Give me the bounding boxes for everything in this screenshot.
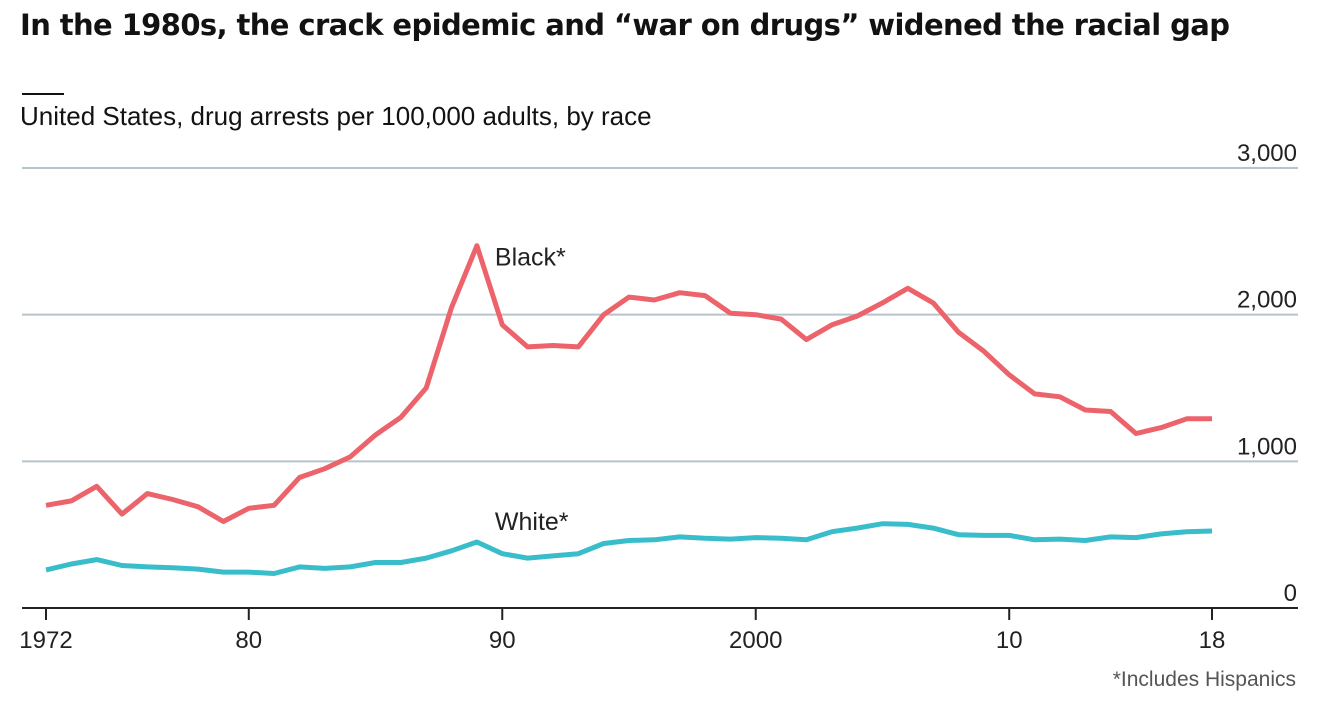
y-tick-label: 0 bbox=[1284, 580, 1297, 607]
white-series-label: White* bbox=[495, 508, 569, 536]
footnote: *Includes Hispanics bbox=[1112, 668, 1296, 691]
y-axis-labels: 0 1,000 2,000 3,000 bbox=[1237, 140, 1297, 607]
y-tick-label: 3,000 bbox=[1237, 140, 1297, 167]
chart-subtitle: United States, drug arrests per 100,000 … bbox=[20, 101, 652, 131]
gridlines bbox=[22, 167, 1298, 463]
x-axis: 1972 80 90 2000 10 18 bbox=[19, 607, 1298, 654]
chart-title: In the 1980s, the crack epidemic and “wa… bbox=[20, 8, 1230, 42]
series-labels: Black* White* bbox=[495, 244, 569, 536]
x-tick-label: 10 bbox=[996, 627, 1023, 654]
series-lines bbox=[45, 243, 1213, 576]
x-tick-label: 18 bbox=[1199, 627, 1226, 654]
title-rule bbox=[22, 93, 64, 95]
x-tick-label: 90 bbox=[489, 627, 516, 654]
white-series-line bbox=[45, 521, 1213, 576]
y-tick-label: 1,000 bbox=[1237, 433, 1297, 460]
black-series-label: Black* bbox=[495, 244, 566, 272]
black-series-line bbox=[45, 243, 1212, 524]
x-tick-label: 80 bbox=[235, 627, 262, 654]
x-tick-label: 2000 bbox=[729, 627, 782, 654]
x-tick-label: 1972 bbox=[19, 627, 72, 654]
y-tick-label: 2,000 bbox=[1237, 287, 1297, 314]
